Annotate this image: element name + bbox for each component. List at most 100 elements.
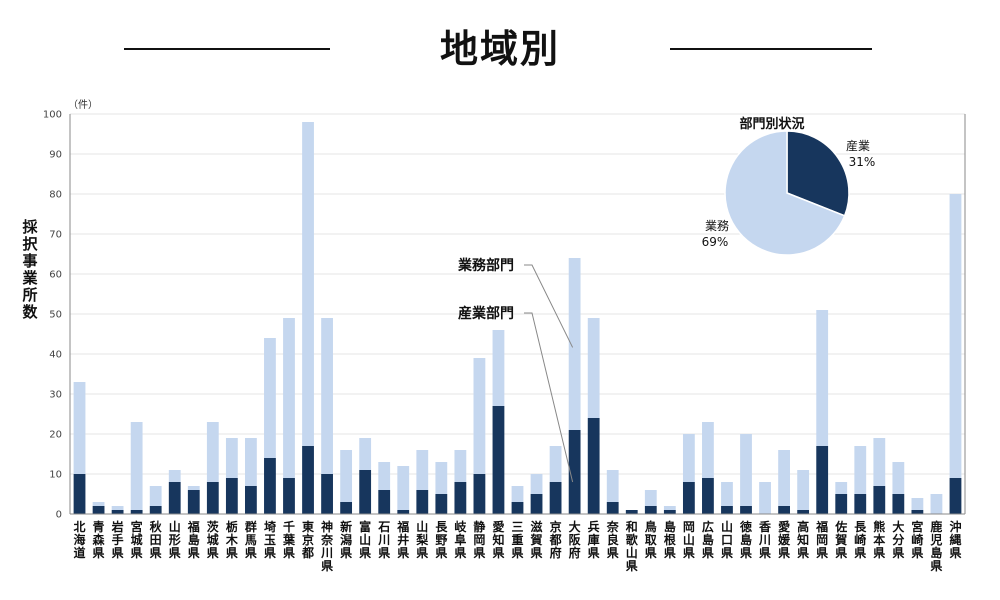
bar-segment-sangyo [73, 474, 86, 514]
bar-segment-gyomu [492, 330, 505, 406]
x-tick-label: 兵庫県 [588, 519, 600, 560]
bar-segment-gyomu [778, 450, 790, 506]
bar-segment-sangyo [225, 478, 238, 514]
y-tick-label: 30 [49, 390, 62, 401]
bar-segment-gyomu [473, 358, 486, 474]
bar-segment-gyomu [549, 446, 562, 482]
bar-segment-gyomu [397, 466, 410, 510]
bar-segment-gyomu [168, 470, 181, 482]
bar-segment-sangyo [682, 482, 695, 514]
bar-segment-sangyo [511, 502, 524, 514]
x-tick-label: 宮崎県 [911, 519, 923, 560]
bar-segment-sangyo [606, 502, 619, 514]
x-tick-label: 山口県 [721, 519, 733, 560]
bar-segment-sangyo [187, 490, 200, 514]
bar-segment-sangyo [778, 506, 790, 514]
bar-segment-sangyo [454, 482, 467, 514]
y-tick-label: 80 [49, 190, 62, 201]
bars [73, 122, 962, 514]
bar-segment-sangyo [283, 478, 295, 514]
y-tick-label: 50 [49, 310, 62, 321]
pie-slice-percent: 31% [849, 155, 876, 169]
callout-label: 業務部門 [457, 257, 514, 274]
bar-segment-sangyo [873, 486, 886, 514]
y-tick-label: 70 [49, 230, 62, 241]
x-tick-label: 宮城県 [131, 519, 143, 560]
y-unit: （件） [68, 99, 98, 111]
bar-segment-gyomu [302, 122, 314, 446]
bar-segment-sangyo [702, 478, 714, 514]
title-rule-right [670, 48, 872, 50]
bar-segment-sangyo [816, 446, 829, 514]
bar-segment-sangyo [568, 430, 581, 514]
x-tick-label: 北海道 [74, 519, 86, 560]
y-tick-label: 100 [43, 110, 62, 121]
x-tick-label: 福井県 [396, 519, 409, 560]
bar-segment-sangyo [740, 506, 752, 514]
x-tick-label: 三重県 [511, 520, 523, 560]
bar-segment-sangyo [111, 510, 124, 514]
bar-segment-gyomu [873, 438, 886, 486]
x-tick-label: 群馬県 [244, 519, 257, 560]
x-tick-label: 岡山県 [683, 520, 695, 560]
y-tick-label: 90 [49, 150, 62, 161]
bar-segment-sangyo [245, 486, 257, 514]
bar-segment-gyomu [816, 310, 829, 446]
pie-slice [724, 130, 846, 256]
bar-segment-gyomu [740, 434, 752, 506]
y-axis-title: 採択事業所数 [21, 218, 38, 321]
bar-segment-sangyo [397, 510, 410, 514]
pie-title: 部門別状況 [739, 116, 804, 132]
bar-segment-sangyo [473, 474, 486, 514]
y-tick-label: 0 [56, 510, 62, 521]
bar-segment-sangyo [92, 506, 105, 514]
pie-slice-name: 業務 [705, 219, 729, 233]
x-tick-label: 鳥取県 [645, 519, 657, 560]
x-tick-label: 大阪府 [569, 519, 582, 560]
x-tick-label: 茨城県 [207, 519, 219, 560]
bar-segment-gyomu [340, 450, 353, 502]
x-tick-label: 山梨県 [415, 519, 428, 560]
bar-segment-sangyo [892, 494, 905, 514]
x-tick-label: 新潟県 [340, 519, 352, 560]
bar-segment-gyomu [949, 194, 962, 478]
bar-segment-sangyo [644, 506, 657, 514]
bar-segment-sangyo [416, 490, 429, 514]
bar-segment-gyomu [835, 482, 848, 494]
bar-segment-gyomu [454, 450, 467, 482]
x-tick-label: 徳島県 [739, 519, 752, 560]
x-tick-label: 愛知県 [491, 519, 504, 560]
x-tick-label: 長崎県 [854, 519, 867, 560]
y-tick-labels: 0 10 20 30 40 50 60 70 80 90 100 [43, 110, 62, 521]
bar-segment-sangyo [206, 482, 219, 514]
x-tick-label: 青森県 [93, 519, 106, 560]
bar-segment-sangyo [359, 470, 372, 514]
x-tick-label: 東京都 [301, 519, 314, 560]
bar-segment-sangyo [530, 494, 543, 514]
y-axis-label: 採択事業所数 [21, 218, 38, 321]
bar-segment-gyomu [587, 318, 600, 418]
bar-segment-sangyo [264, 458, 276, 514]
bar-segment-gyomu [378, 462, 391, 490]
bar-segment-gyomu [73, 382, 86, 474]
bar-segment-gyomu [264, 338, 276, 458]
bar-segment-gyomu [245, 438, 257, 486]
bar-segment-gyomu [663, 506, 676, 510]
x-tick-label: 岐阜県 [454, 519, 467, 560]
bar-segment-sangyo [302, 446, 314, 514]
pie-slice-percent: 69% [702, 235, 729, 249]
bar-segment-sangyo [435, 494, 448, 514]
bar-segment-gyomu [435, 462, 448, 494]
x-tick-label: 富山県 [359, 519, 371, 560]
bar-segment-gyomu [682, 434, 695, 482]
bar-segment-gyomu [225, 438, 238, 478]
bar-segment-sangyo [168, 482, 181, 514]
bar-segment-gyomu [644, 490, 657, 506]
x-tick-label: 鹿児島県 [929, 519, 942, 573]
x-tick-label: 栃木県 [225, 519, 239, 560]
x-tick-label: 香川県 [758, 519, 771, 560]
bar-segment-gyomu [416, 450, 429, 490]
